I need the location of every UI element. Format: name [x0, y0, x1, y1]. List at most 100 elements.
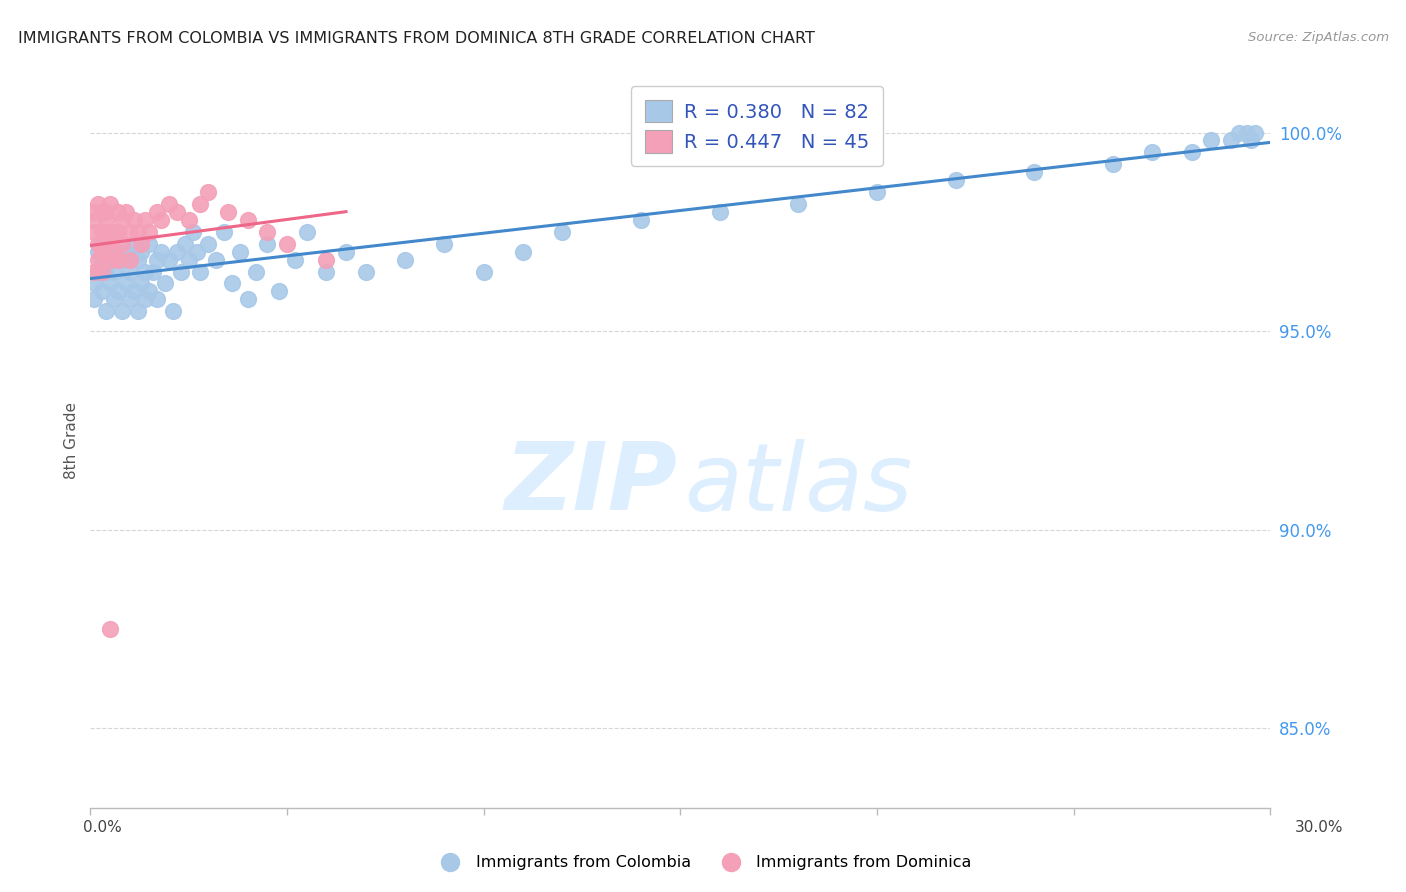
Point	[91, 205, 114, 219]
Point	[276, 236, 298, 251]
Point	[118, 225, 141, 239]
Point	[162, 304, 184, 318]
Point	[122, 213, 145, 227]
Point	[138, 236, 160, 251]
Point	[114, 277, 136, 291]
Point	[150, 244, 173, 259]
Point	[91, 244, 114, 259]
Point	[131, 244, 153, 259]
Point	[170, 264, 193, 278]
Point	[284, 252, 307, 267]
Point	[98, 197, 121, 211]
Point	[315, 252, 337, 267]
Point	[142, 264, 165, 278]
Point	[127, 304, 149, 318]
Point	[177, 252, 200, 267]
Point	[551, 225, 574, 239]
Text: ZIP: ZIP	[503, 438, 676, 531]
Point	[98, 622, 121, 636]
Point	[87, 197, 110, 211]
Point	[107, 205, 129, 219]
Point	[166, 244, 188, 259]
Point	[157, 197, 180, 211]
Point	[181, 225, 204, 239]
Point	[138, 285, 160, 299]
Point	[118, 293, 141, 307]
Text: 0.0%: 0.0%	[83, 821, 122, 835]
Point	[1102, 157, 1125, 171]
Point	[103, 293, 125, 307]
Point	[1181, 145, 1204, 160]
Y-axis label: 8th Grade: 8th Grade	[65, 401, 79, 479]
Point	[91, 252, 114, 267]
Point	[111, 304, 134, 318]
Point	[98, 252, 121, 267]
Point	[146, 293, 169, 307]
Point	[295, 225, 318, 239]
Point	[630, 213, 652, 227]
Point	[111, 252, 134, 267]
Point	[945, 173, 967, 187]
Point	[131, 236, 153, 251]
Point	[150, 213, 173, 227]
Point	[245, 264, 267, 278]
Point	[256, 225, 278, 239]
Point	[1243, 126, 1265, 140]
Point	[83, 225, 105, 239]
Point	[866, 185, 889, 199]
Point	[87, 264, 110, 278]
Point	[787, 197, 810, 211]
Point	[512, 244, 534, 259]
Point	[217, 205, 239, 219]
Point	[138, 225, 160, 239]
Point	[87, 252, 110, 267]
Point	[354, 264, 377, 278]
Text: 30.0%: 30.0%	[1295, 821, 1343, 835]
Point	[107, 225, 129, 239]
Point	[335, 244, 357, 259]
Point	[107, 252, 129, 267]
Point	[114, 244, 136, 259]
Point	[98, 225, 121, 239]
Point	[91, 285, 114, 299]
Point	[122, 236, 145, 251]
Point	[146, 205, 169, 219]
Point	[87, 244, 110, 259]
Point	[91, 236, 114, 251]
Point	[127, 252, 149, 267]
Point	[177, 213, 200, 227]
Point	[394, 252, 416, 267]
Point	[190, 264, 212, 278]
Point	[91, 264, 114, 278]
Point	[1201, 133, 1223, 147]
Legend: R = 0.380   N = 82, R = 0.447   N = 45: R = 0.380 N = 82, R = 0.447 N = 45	[631, 87, 883, 166]
Point	[122, 285, 145, 299]
Point	[114, 205, 136, 219]
Point	[83, 277, 105, 291]
Point	[103, 264, 125, 278]
Point	[127, 225, 149, 239]
Point	[433, 236, 456, 251]
Point	[236, 213, 259, 227]
Point	[98, 252, 121, 267]
Point	[190, 197, 212, 211]
Point	[134, 213, 156, 227]
Point	[94, 205, 117, 219]
Point	[256, 236, 278, 251]
Point	[98, 225, 121, 239]
Point	[221, 277, 243, 291]
Point	[173, 236, 195, 251]
Text: Source: ZipAtlas.com: Source: ZipAtlas.com	[1249, 31, 1389, 45]
Point	[94, 213, 117, 227]
Point	[134, 264, 156, 278]
Point	[118, 264, 141, 278]
Point	[197, 236, 219, 251]
Point	[107, 225, 129, 239]
Text: atlas: atlas	[683, 439, 912, 530]
Point	[1024, 165, 1046, 179]
Point	[107, 285, 129, 299]
Point	[236, 293, 259, 307]
Point	[315, 264, 337, 278]
Point	[94, 304, 117, 318]
Point	[146, 252, 169, 267]
